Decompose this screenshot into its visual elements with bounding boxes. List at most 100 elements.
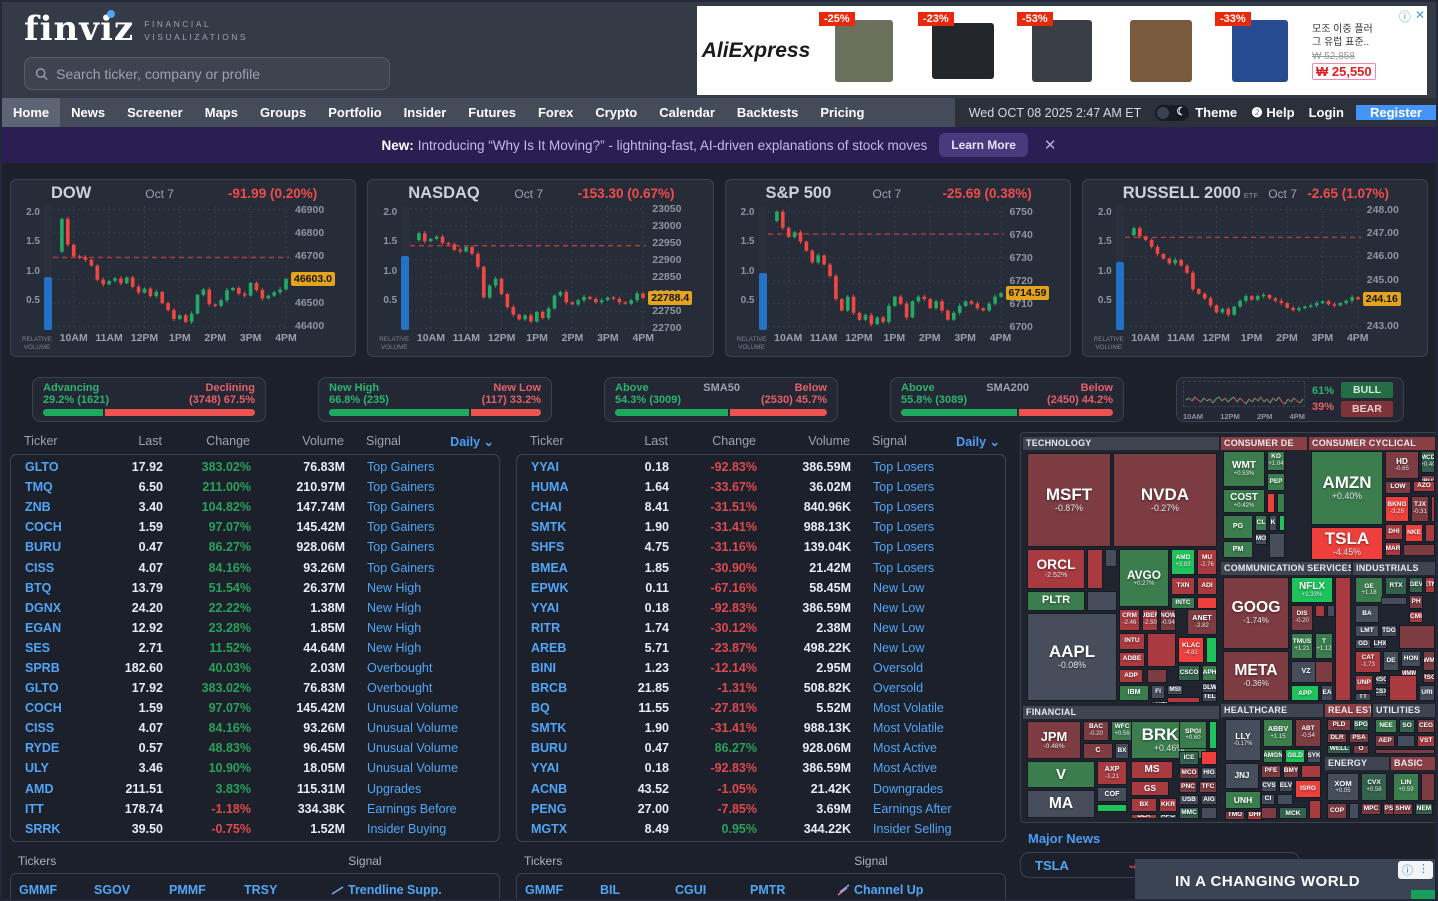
row-signal[interactable]: Top Losers xyxy=(873,460,935,475)
row-ticker[interactable]: ITT xyxy=(25,801,44,816)
heatmap-tile-mmc[interactable]: MMC xyxy=(1179,807,1199,819)
heatmap-tile-filler[interactable] xyxy=(1269,533,1285,558)
heatmap-tile-mo[interactable]: MO xyxy=(1255,533,1267,545)
heatmap-tile-v[interactable]: V xyxy=(1027,761,1095,788)
row-signal[interactable]: New Low xyxy=(873,580,925,595)
row-signal[interactable]: New High xyxy=(367,620,422,635)
heatmap-tile-filler[interactable] xyxy=(1397,735,1415,747)
heatmap-tile-bx[interactable]: BX xyxy=(1131,798,1157,812)
heatmap-tile-filler[interactable] xyxy=(1421,773,1435,801)
heatmap-tile-intc[interactable]: INTC xyxy=(1171,597,1195,609)
mini-row[interactable]: GMMF SGOV PMMF TRSY Trendline Supp. xyxy=(10,872,500,899)
table-row[interactable]: AMD 211.51 3.83% 115.31M Upgrades xyxy=(11,779,499,799)
nav-item-pricing[interactable]: Pricing xyxy=(820,105,865,120)
mini-ticker[interactable]: PMTR xyxy=(750,882,786,897)
table-row[interactable]: DGNX 24.20 22.22% 1.38M New High xyxy=(11,598,499,618)
table-row[interactable]: HUMA 1.64 -33.67% 36.02M Top Losers xyxy=(517,477,1005,497)
heatmap-tile-tmus[interactable]: TMUS +1.21 xyxy=(1291,633,1313,659)
ad-product-text-card[interactable]: 모조 이중 플러 그 유럽 표준.. ₩ 52,858 ₩ 25,550 xyxy=(1310,20,1415,81)
bear-badge[interactable]: BEAR xyxy=(1341,401,1394,417)
row-signal[interactable]: New High xyxy=(367,640,422,655)
heatmap-tile-meta[interactable]: META -0.36% xyxy=(1223,651,1289,701)
heatmap-tile-low[interactable]: LOW xyxy=(1385,481,1411,494)
row-signal[interactable]: Oversold xyxy=(873,660,924,675)
row-ticker[interactable]: COCH xyxy=(25,520,62,535)
row-ticker[interactable]: BINI xyxy=(531,660,556,675)
table-row[interactable]: GLTO 17.92 383.02% 76.83M Top Gainers xyxy=(11,457,499,477)
heatmap-tile-nee[interactable]: NEE xyxy=(1375,719,1397,733)
heatmap-tile-ph[interactable]: PH xyxy=(1409,595,1423,609)
nav-item-forex[interactable]: Forex xyxy=(537,105,574,120)
heatmap-tile-filler[interactable] xyxy=(1197,597,1217,609)
heatmap-tile-lly[interactable]: LLY -0.17% xyxy=(1225,719,1261,761)
row-signal[interactable]: Insider Buying xyxy=(367,821,447,836)
row-signal[interactable]: Top Gainers xyxy=(367,540,435,555)
table-row[interactable]: CHAI 8.41 -31.51% 840.96K Top Losers xyxy=(517,497,1005,517)
heatmap-tile-ci[interactable]: CI xyxy=(1261,794,1275,805)
ad-info-icon[interactable]: ⓘ xyxy=(1402,865,1413,877)
table-row[interactable]: ULY 3.46 10.90% 18.05M Unusual Volume xyxy=(11,758,499,778)
row-signal[interactable]: Top Gainers xyxy=(367,560,435,575)
mini-ticker[interactable]: GMMF xyxy=(525,882,564,897)
nav-item-futures[interactable]: Futures xyxy=(468,105,516,120)
heatmap-tile-cvs[interactable]: CVS xyxy=(1261,780,1277,792)
heatmap-tile-mcd[interactable]: MCD +0.40 xyxy=(1421,451,1435,473)
row-ticker[interactable]: SRRK xyxy=(25,821,61,836)
heatmap-tile-mpc[interactable]: MPC xyxy=(1361,803,1381,815)
row-ticker[interactable]: AREB xyxy=(531,640,567,655)
heatmap-tile-filler[interactable] xyxy=(1147,669,1167,683)
heatmap-tile-filler[interactable] xyxy=(1309,800,1321,819)
row-ticker[interactable]: CISS xyxy=(25,560,55,575)
heatmap-tile-tmo[interactable]: TMO xyxy=(1225,811,1245,820)
mini-ticker[interactable]: CGUI xyxy=(675,882,707,897)
row-ticker[interactable]: DGNX xyxy=(25,600,62,615)
search-input[interactable] xyxy=(56,65,379,82)
breadth-widget-SMA200[interactable]: Above SMA200 Below 55.8% (3089) (2450) 44.2% xyxy=(890,377,1124,422)
table-row[interactable]: RITR 1.74 -30.12% 2.38M New Low xyxy=(517,618,1005,638)
heatmap-tile-hig[interactable]: HIG xyxy=(1201,767,1217,779)
row-signal[interactable]: Top Losers xyxy=(873,500,935,515)
heatmap-tile-tsla[interactable]: TSLA -4.45% xyxy=(1311,527,1383,560)
nav-item-groups[interactable]: Groups xyxy=(259,105,307,120)
row-ticker[interactable]: GLTO xyxy=(25,460,59,475)
heatmap-tile-filler[interactable] xyxy=(1201,751,1217,765)
heatmap-tile-uri[interactable]: URI xyxy=(1419,685,1435,701)
row-signal[interactable]: Top Gainers xyxy=(367,480,435,495)
heatmap-tile-bmy[interactable]: BMY xyxy=(1283,765,1299,778)
table-row[interactable]: BINI 1.23 -12.14% 2.95M Oversold xyxy=(517,658,1005,678)
heatmap-tile-csco[interactable]: CSCO xyxy=(1178,665,1200,681)
heatmap-tile-ceg[interactable]: CEG xyxy=(1417,719,1435,733)
heatmap-tile-amd[interactable]: AMD +3.83 xyxy=(1171,549,1195,575)
heatmap-tile-pltr[interactable]: PLTR xyxy=(1027,591,1085,611)
heatmap-tile-tel[interactable]: TEL xyxy=(1202,693,1217,702)
table-row[interactable]: SRRK 39.50 -0.75% 1.52M Insider Buying xyxy=(11,819,499,839)
heatmap-tile-abt[interactable]: ABT -0.54 xyxy=(1295,719,1321,747)
heatmap-tile-unh[interactable]: UNH xyxy=(1225,791,1261,809)
row-signal[interactable]: New High xyxy=(367,600,422,615)
heatmap-tile-filler[interactable] xyxy=(1315,605,1325,617)
heatmap-tile-app[interactable]: APP xyxy=(1291,685,1319,701)
heatmap-tile-aig[interactable]: AIG xyxy=(1201,795,1217,805)
row-signal[interactable]: Top Gainers xyxy=(367,460,435,475)
nav-item-screener[interactable]: Screener xyxy=(127,105,183,120)
row-signal[interactable]: Top Gainers xyxy=(367,500,435,515)
heatmap-tile-etn[interactable]: ETN xyxy=(1425,577,1435,593)
heatmap-tile-bkng[interactable]: BKNG -3.28 xyxy=(1385,496,1409,522)
heatmap-tile-pm[interactable]: PM xyxy=(1223,541,1253,558)
table-row[interactable]: TMQ 6.50 211.00% 210.97M Top Gainers xyxy=(11,477,499,497)
heatmap-tile-azo[interactable]: AZO xyxy=(1413,481,1435,492)
row-ticker[interactable]: HUMA xyxy=(531,480,569,495)
row-ticker[interactable]: ULY xyxy=(25,761,49,776)
heatmap-tile-filler[interactable] xyxy=(1087,591,1117,611)
heatmap-tile-pfe[interactable]: PFE xyxy=(1261,765,1281,778)
heatmap-tile-hon[interactable]: HON xyxy=(1401,651,1421,667)
nav-item-maps[interactable]: Maps xyxy=(204,105,238,120)
heatmap-tile-amgn[interactable]: AMGN xyxy=(1263,749,1283,763)
table-row[interactable]: BRCB 21.85 -1.31% 508.82K Oversold xyxy=(517,678,1005,698)
heatmap-tile-filler[interactable] xyxy=(1375,749,1435,754)
heatmap-tile-wm[interactable]: WM xyxy=(1423,651,1435,671)
row-signal[interactable]: Top Losers xyxy=(873,560,935,575)
heatmap-tile-lmt[interactable]: LMT xyxy=(1355,625,1379,637)
heatmap-tile-wmt[interactable]: WMT +0.53% xyxy=(1223,451,1265,487)
breadth-widget-new-high[interactable]: New High New Low 66.8% (235) (117) 33.2% xyxy=(318,377,552,422)
